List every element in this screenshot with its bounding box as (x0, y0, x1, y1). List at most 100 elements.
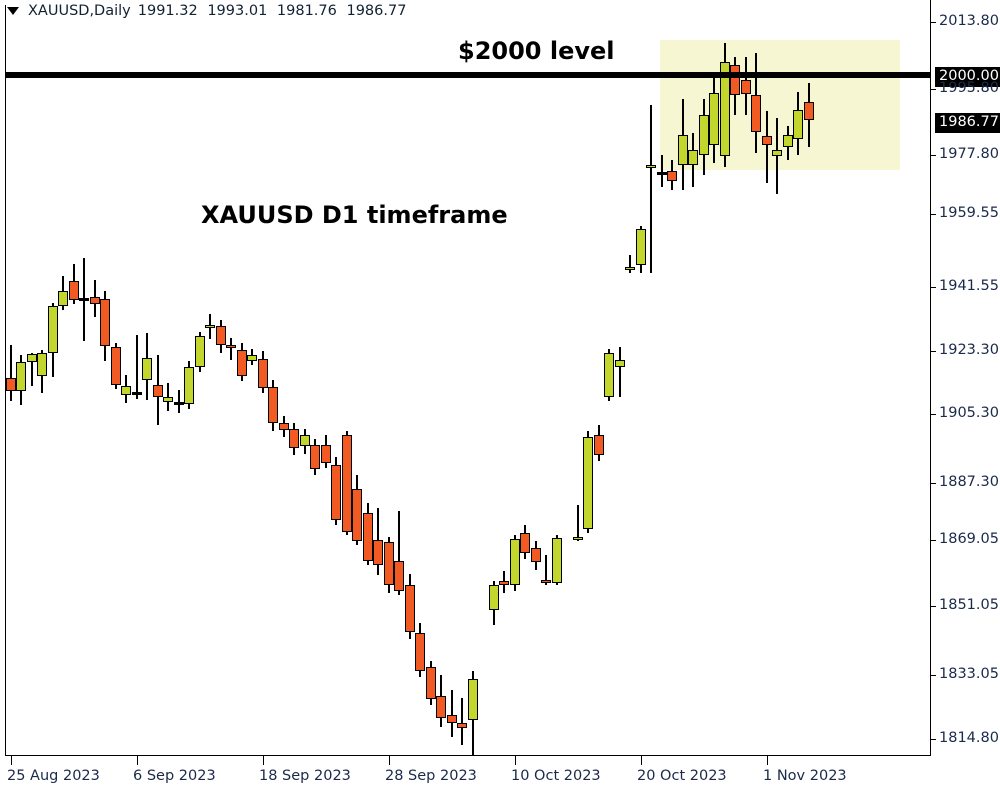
candle-wick (230, 338, 232, 360)
symbol-timeframe-label: XAUUSD,Daily (28, 3, 131, 19)
price-tick (931, 483, 936, 484)
price-tag: 2000.00 (935, 67, 1000, 87)
candle-body (720, 62, 730, 156)
candle-body (279, 423, 289, 430)
date-tick (515, 756, 516, 765)
candle-body (520, 533, 530, 553)
candle-body (205, 325, 215, 328)
candle-body (184, 367, 194, 404)
date-axis-label: 6 Sep 2023 (133, 768, 216, 784)
candle-body (300, 435, 310, 446)
price-axis-label: 1814.80 (939, 730, 999, 746)
date-tick (263, 756, 264, 765)
candle-wick (577, 505, 579, 541)
price-axis-label: 1887.30 (939, 474, 999, 490)
price-axis-label: 1869.05 (939, 531, 999, 547)
candle-body (268, 387, 278, 423)
triangle-down-icon[interactable] (7, 7, 19, 15)
price-axis-label: 1905.30 (939, 405, 999, 421)
candle-body (646, 165, 656, 168)
candle-body (636, 229, 646, 265)
ohlc-low: 1981.76 (276, 3, 337, 19)
candle-body (142, 358, 152, 380)
date-axis-label: 18 Sep 2023 (259, 768, 351, 784)
candle-body (69, 281, 79, 300)
candle-body (783, 135, 793, 147)
candle-body (37, 353, 47, 376)
candle-body (79, 298, 89, 301)
candle-body (741, 80, 751, 94)
candle-body (804, 102, 814, 120)
ohlc-readout: 1991.32 1993.01 1981.76 1986.77 (138, 3, 412, 19)
candle-body (436, 696, 446, 718)
price-tick (931, 739, 936, 740)
candle-body (90, 297, 100, 304)
candle-body (394, 561, 404, 591)
candle-body (730, 65, 740, 95)
candle-body (163, 397, 173, 402)
candle-wick (650, 105, 652, 273)
date-tick (389, 756, 390, 765)
candle-wick (178, 390, 180, 413)
date-axis-label: 28 Sep 2023 (385, 768, 477, 784)
candle-body (310, 445, 320, 469)
candle-body (541, 580, 551, 583)
candle-body (58, 291, 68, 306)
candle-wick (776, 118, 778, 194)
candle-body (489, 585, 499, 610)
price-tick (931, 22, 936, 23)
candle-wick (398, 511, 400, 595)
candle-body (352, 489, 362, 541)
annotation-level-text: $2000 level (458, 37, 615, 65)
candle-body (625, 267, 635, 270)
candle-wick (10, 345, 12, 401)
date-axis-label: 25 Aug 2023 (7, 768, 100, 784)
candle-body (247, 355, 257, 361)
price-axis-label: 1833.05 (939, 666, 999, 682)
candle-body (793, 110, 803, 139)
candle-body (321, 445, 331, 463)
candle-body (174, 402, 184, 405)
candle-wick (629, 255, 631, 273)
price-scale[interactable]: 2013.80 2000.00 1995.80 1986.77 1977.80 1959.… (930, 0, 1000, 756)
candle-wick (545, 555, 547, 585)
price-axis-label: 2013.80 (939, 13, 999, 29)
candle-body (657, 172, 667, 175)
price-tick (931, 540, 936, 541)
candle-body (573, 537, 583, 540)
candle-body (583, 437, 593, 529)
time-scale[interactable]: 25 Aug 2023 6 Sep 2023 18 Sep 2023 28 Sep 2… (0, 756, 930, 800)
candle-body (405, 585, 415, 632)
price-tick (931, 287, 936, 288)
candle-body (457, 723, 467, 728)
price-plot-area[interactable]: $2000 level XAUUSD D1 timeframe (5, 5, 931, 756)
candle-body (447, 715, 457, 723)
price-tick (931, 214, 936, 215)
candle-body (426, 667, 436, 699)
candle-body (510, 539, 520, 585)
price-axis-label: 1941.55 (939, 278, 999, 294)
candle-body (468, 679, 478, 720)
price-tick (931, 414, 936, 415)
candle-body (751, 95, 761, 132)
candle-body (111, 347, 121, 385)
price-tick (931, 606, 936, 607)
candle-body (531, 548, 541, 562)
candle-body (604, 353, 614, 397)
price-axis-label: 1959.55 (939, 205, 999, 221)
candle-body (48, 306, 58, 353)
candle-body (331, 465, 341, 520)
date-tick (767, 756, 768, 765)
candle-body (415, 633, 425, 671)
candle-body (667, 171, 677, 181)
candle-body (216, 326, 226, 345)
price-level-line (6, 72, 931, 78)
candles-layer: $2000 level XAUUSD D1 timeframe (6, 5, 931, 756)
symbol-info-bar: XAUUSD,Daily 1991.32 1993.01 1981.76 198… (0, 0, 930, 22)
candle-body (363, 513, 373, 561)
date-axis-label: 20 Oct 2023 (637, 768, 727, 784)
price-tick (931, 675, 936, 676)
date-tick (641, 756, 642, 765)
date-axis-label: 10 Oct 2023 (511, 768, 601, 784)
